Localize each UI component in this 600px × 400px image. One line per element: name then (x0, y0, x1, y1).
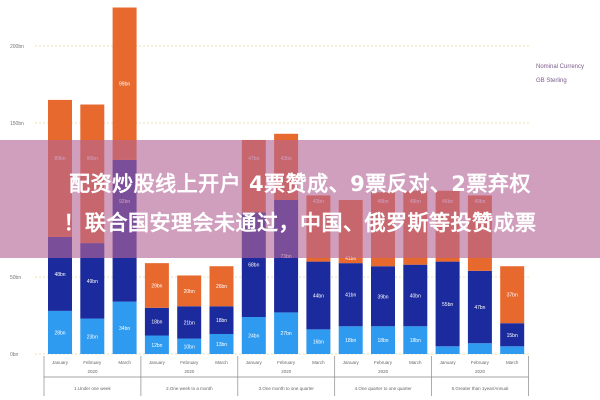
bar-value-label: 10bn (184, 344, 195, 350)
bar-segment (338, 326, 363, 354)
x-tick-label: January (246, 360, 263, 365)
bar-value-label: 18bn (377, 338, 388, 344)
y-tick-label: 150bn (10, 121, 24, 127)
bar-value-label: 15bn (507, 333, 518, 339)
bar-value-label: 18bn (410, 338, 421, 344)
bar-value-label: 41bn (345, 293, 356, 299)
x-tick-label: March (409, 360, 422, 365)
bar-segment (112, 7, 137, 160)
bar-value-label: 48bn (54, 272, 65, 278)
bar-value-label: 23bn (87, 334, 98, 340)
bar-segment (177, 306, 202, 339)
group-label: 3.One month to one quarter (259, 386, 315, 391)
bar-segment (80, 318, 105, 354)
bar-segment (209, 266, 234, 307)
legend: Nominal Currency GB Sterling (536, 64, 584, 92)
bar-value-label: 28bn (54, 330, 65, 336)
bar-value-label: 49bn (87, 279, 98, 285)
bar-segment (435, 261, 460, 347)
x-tick-label: March (312, 360, 325, 365)
bar-value-label: 68bn (248, 263, 259, 269)
bar-value-label: 37bn (507, 293, 518, 299)
group-label: 1.Under one week (74, 386, 111, 391)
x-tick-label: February (277, 360, 296, 365)
bar-segment (338, 263, 363, 327)
x-tick-label: January (52, 360, 69, 365)
x-tick-label: January (149, 360, 166, 365)
bar-segment (209, 333, 234, 354)
bar-value-label: 29bn (151, 283, 162, 289)
x-tick-label: January (440, 360, 457, 365)
bar-value-label: 34bn (119, 326, 130, 332)
bar-value-label: 18bn (216, 318, 227, 324)
x-tick-label: February (374, 360, 393, 365)
year-label: 2020 (87, 369, 98, 374)
x-tick-label: February (180, 360, 199, 365)
legend-entry: GB Sterling (536, 78, 567, 84)
bar-segment (177, 338, 202, 354)
bar-segment (403, 326, 428, 354)
bar-value-label: 12bn (151, 343, 162, 349)
bar-value-label: 16bn (313, 340, 324, 346)
bar-value-label: 44bn (313, 293, 324, 299)
bar-value-label: 21bn (184, 320, 195, 326)
bar-segment (144, 335, 169, 354)
year-label: 2020 (475, 369, 486, 374)
bar-segment (371, 266, 395, 327)
bar-segment (144, 307, 169, 336)
bar-value-label: 26bn (216, 284, 227, 290)
x-tick-label: March (506, 360, 519, 365)
bar-value-label: 18bn (345, 338, 356, 344)
year-label: 2020 (281, 369, 292, 374)
bar-segment (144, 263, 169, 308)
bar-segment (48, 310, 72, 354)
bar-segment (306, 261, 331, 330)
group-label: 5.Greater than 1year/Annual (452, 386, 509, 391)
bar-segment (403, 264, 428, 327)
bar-segment (467, 343, 492, 354)
legend-title: Nominal Currency (536, 64, 585, 70)
bar-value-label: 39bn (377, 294, 388, 300)
x-tick-label: March (215, 360, 228, 365)
y-tick-label: 200bn (10, 44, 24, 50)
bar-value-label: 13bn (216, 342, 227, 348)
bar-value-label: 40bn (410, 293, 421, 299)
bar-value-label: 27bn (281, 331, 292, 337)
bar-value-label: 20bn (184, 289, 195, 295)
headline-line-1: 配资炒股线上开户 4票赞成、9票反对、2票弃权 (69, 172, 531, 196)
year-label: 2020 (184, 369, 195, 374)
x-tick-label: January (343, 360, 360, 365)
x-tick-label: February (83, 360, 102, 365)
headline-line-2: ！联合国安理会未通过，中国、俄罗斯等投赞成票 (63, 211, 537, 235)
x-tick-label: February (471, 360, 490, 365)
bar-value-label: 18bn (151, 320, 162, 326)
bar-value-label: 24bn (248, 334, 259, 340)
bar-value-label: 55bn (442, 302, 453, 308)
group-label: 4.One quarter to one quarter (355, 386, 413, 391)
bar-segment (467, 270, 492, 344)
bar-segment (371, 326, 395, 354)
bar-value-label: 41bn (345, 256, 356, 262)
bar-value-label: 99bn (119, 82, 130, 88)
y-tick-label: 0bn (10, 352, 19, 358)
bar-segment (435, 346, 460, 354)
bar-segment (209, 306, 234, 334)
bar-segment (177, 275, 202, 307)
bar-segment (306, 329, 331, 354)
y-tick-label: 50bn (10, 275, 21, 281)
bar-segment (500, 346, 525, 354)
bar-segment (274, 312, 299, 354)
bar-segment (112, 301, 137, 354)
bar-segment (241, 317, 266, 354)
x-tick-label: March (118, 360, 131, 365)
group-label: 2.One week to a month (166, 386, 213, 391)
year-label: 2020 (378, 369, 389, 374)
bar-segment (500, 323, 525, 347)
bar-segment (500, 266, 525, 324)
headline-banner (0, 140, 600, 258)
bar-value-label: 47bn (474, 305, 485, 311)
